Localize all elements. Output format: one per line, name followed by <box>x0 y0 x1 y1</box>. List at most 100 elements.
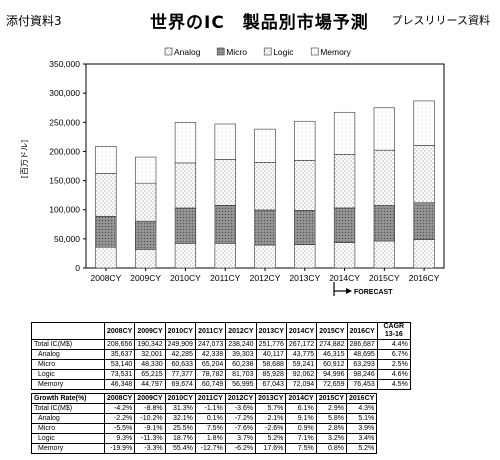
column-header: 2011CY <box>194 393 226 404</box>
bar-segment-analog <box>373 240 395 269</box>
bar-segment-micro <box>294 210 316 245</box>
x-tick-label: 2014CY <box>329 273 360 283</box>
bar-segment-micro <box>333 207 356 243</box>
table-row: Micro -5.5% -9.1% 25.5% 7.5% -7.6% -2.6% 0.9% 2.… <box>31 423 378 434</box>
table-cell: 60,749 <box>194 379 227 390</box>
row-label: Analog <box>31 349 105 360</box>
row-label: Total IC(M$) <box>31 403 105 414</box>
bar-segment-memory <box>413 100 435 146</box>
row-label: Memory <box>31 443 105 454</box>
table-cell: 4.6% <box>376 369 411 380</box>
market-data-table: 2008CY 2009CY 2010CY 2011CY 2012CY 2013CY 2014… <box>31 322 411 390</box>
table-cell: 42,285 <box>164 349 196 360</box>
table-cell: 274,882 <box>316 339 348 350</box>
column-header: 2009CY <box>134 393 166 404</box>
column-header: 2010CY <box>164 393 196 404</box>
table-cell: 35,637 <box>103 349 136 360</box>
bar-segment-analog <box>294 244 316 269</box>
table-cell: 76,453 <box>346 379 378 390</box>
column-header: 2014CY <box>285 393 317 404</box>
table-cell: 190,342 <box>134 339 166 350</box>
table-cell: 77,377 <box>164 369 196 380</box>
table-cell: 5.8% <box>315 413 348 424</box>
bar-segment-memory <box>294 120 316 161</box>
table-cell: 249,909 <box>164 339 196 350</box>
table-cell: -11.3% <box>134 433 166 444</box>
table-cell: 43,775 <box>285 349 318 360</box>
table-cell: 7.1% <box>285 433 317 444</box>
column-header: 2016CY <box>345 393 378 404</box>
table-cell: 48,330 <box>134 359 166 370</box>
table-row: Analog -2.2% -10.2% 32.1% 0.1% -7.2% 2.1% 9.1% 5… <box>31 413 378 424</box>
table-cell: 63,293 <box>346 359 378 370</box>
table-cell: 2.8% <box>315 423 348 434</box>
table-cell: 53,140 <box>103 359 136 370</box>
bar-segment-memory <box>254 128 276 163</box>
x-tick-label: 2011CY <box>210 273 240 283</box>
row-label: Micro <box>31 423 105 434</box>
table-row: Memory -19.9% -3.3% 55.4% -12.7% -6.2% 17.6% 7.… <box>31 443 378 454</box>
y-tick-label: 150,000 <box>49 176 80 186</box>
header-left-label: 添付資料3 <box>6 14 62 28</box>
table-cell: 56,995 <box>225 379 257 390</box>
table-cell: 48,695 <box>346 349 378 360</box>
bar-segment-logic <box>135 182 157 222</box>
column-header: 2016CY <box>346 322 378 340</box>
table-cell: -8.8% <box>134 403 166 414</box>
table-cell: -10.2% <box>134 413 166 424</box>
table-cell: -3.6% <box>224 403 257 414</box>
forecast-marker: FORECAST <box>333 282 393 296</box>
bar-segment-micro <box>254 209 276 246</box>
column-header: 2012CY <box>224 393 257 404</box>
bar-segment-micro <box>373 205 395 242</box>
table-cell: 58,688 <box>255 359 287 370</box>
table-row: Memory 46,348 44,797 69,674 60,749 56,995 67,0… <box>31 379 411 390</box>
bar-segment-logic <box>294 160 316 211</box>
bar-segment-micro <box>174 207 197 244</box>
bar-segment-analog <box>214 243 236 269</box>
table-cell: 2.9% <box>315 403 348 414</box>
bar-segment-micro <box>214 205 236 244</box>
table-cell: 5.1% <box>345 413 378 424</box>
table-cell: 4.5% <box>376 379 411 390</box>
table-cell: 92,062 <box>285 369 318 380</box>
table-cell: 55.4% <box>164 443 196 454</box>
bar-segment-logic <box>413 145 435 204</box>
table-cell: 7.5% <box>285 443 317 454</box>
table-cell: 65,204 <box>194 359 227 370</box>
table-row: Logic 9.3% -11.3% 18.7% 1.8% 3.7% 5.2% 7.1% 3.2%… <box>31 433 378 444</box>
table-cell: 238,240 <box>225 339 257 350</box>
table-cell: -19.9% <box>103 443 136 454</box>
table-cell: 46,348 <box>103 379 136 390</box>
x-tick-label: 2013CY <box>289 273 320 283</box>
table-cell: 9.1% <box>285 413 317 424</box>
column-header: 2010CY <box>164 322 196 340</box>
table-cell: 7.5% <box>194 423 226 434</box>
table-cell: 60,633 <box>164 359 196 370</box>
bar-segment-analog <box>174 243 197 269</box>
table-cell: 267,172 <box>285 339 318 350</box>
column-header: 2013CY <box>255 393 287 404</box>
table-cell: -3.3% <box>134 443 166 454</box>
bar-segment-analog <box>95 246 117 269</box>
stacked-bar-chart: Analog Micro Logic Memory 0 50,000 100,000 150… <box>20 47 445 296</box>
table-cell: 32,001 <box>134 349 166 360</box>
table-cell: -1.1% <box>194 403 226 414</box>
table-cell: 25.5% <box>164 423 196 434</box>
y-tick-label: 50,000 <box>54 234 80 244</box>
column-header: CAGR 13-16 <box>376 322 411 340</box>
y-tick-label: 200,000 <box>49 146 80 156</box>
table-cell: 1.8% <box>194 433 226 444</box>
table-cell: 286,687 <box>346 339 378 350</box>
table-cell: 2.1% <box>255 413 287 424</box>
column-header: 2012CY <box>225 322 257 340</box>
bar-segment-memory <box>135 156 157 184</box>
table-cell: 67,043 <box>255 379 287 390</box>
table-cell: -4.2% <box>103 403 136 414</box>
bar-segment-logic <box>333 153 356 209</box>
bar-segment-logic <box>95 173 117 217</box>
table-cell: 44,797 <box>134 379 166 390</box>
legend-label: Analog <box>174 47 201 57</box>
column-header: 2014CY <box>285 322 318 340</box>
legend-label: Logic <box>273 47 294 57</box>
